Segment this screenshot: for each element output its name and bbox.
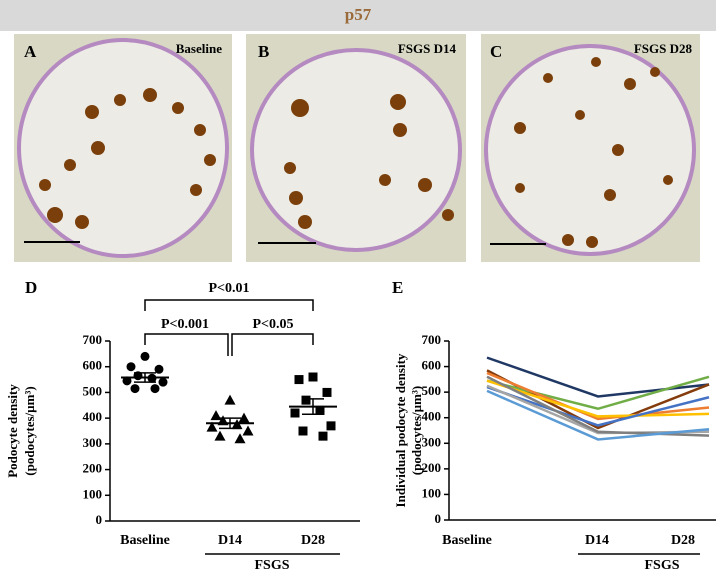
data-point [322,387,332,397]
data-point [214,430,226,441]
y-tick-label: 200 [83,461,103,476]
data-line [486,379,710,418]
panel-letter: C [490,42,502,61]
data-point [158,377,168,387]
data-point [326,421,336,431]
data-point [238,412,250,423]
panel-label: Baseline [176,41,222,56]
y-tick-label: 300 [83,435,103,450]
panel-label: FSGS D14 [398,41,457,56]
x-tick-label: Baseline [120,533,170,548]
data-line [486,375,710,411]
x-tick-label: Baseline [442,533,492,548]
p-value: P<0.01 [208,281,249,296]
data-point [126,362,136,372]
micrograph [246,34,466,262]
panel-letter: B [258,42,269,61]
panel-letter: D [25,278,37,297]
data-point [294,375,304,385]
data-point [210,410,222,421]
header-band [0,0,716,31]
data-point [242,425,254,436]
error-bar [302,398,324,416]
data-point [290,408,300,418]
p-value: P<0.001 [161,317,209,332]
y-tick-label: 500 [83,383,103,398]
data-point [224,394,236,405]
y-tick-label: 300 [422,434,442,449]
y-tick-label: 500 [422,383,442,398]
group-label: FSGS [254,558,289,573]
data-point [234,433,246,444]
y-axis-label: (podocytes/µm³) [409,386,424,475]
data-point [122,376,132,386]
data-line [486,371,710,421]
y-tick-label: 600 [83,358,103,373]
micrograph [481,34,700,262]
group-label: FSGS [644,558,679,573]
data-line [486,375,710,437]
y-tick-label: 100 [83,486,103,501]
data-point [308,372,318,382]
y-axis-label: Podocyte density [5,384,20,478]
x-tick-label: D28 [671,533,695,548]
micrograph [14,34,232,262]
panel-label: FSGS D28 [634,41,693,56]
error-bar [219,417,241,430]
y-tick-label: 0 [435,511,442,526]
header-title: p57 [345,5,372,24]
y-tick-label: 200 [422,460,442,475]
y-tick-label: 400 [422,409,442,424]
data-point [315,405,325,415]
y-tick-label: 700 [422,332,442,347]
data-point [140,351,150,361]
data-point [318,431,328,441]
y-tick-label: 100 [422,485,442,500]
y-axis-label: Individual podocyte density [393,353,408,507]
data-point [150,384,160,394]
x-tick-label: D14 [585,533,609,548]
x-tick-label: D14 [218,533,242,548]
data-line [486,385,710,427]
panel-letter: A [24,42,37,61]
data-line [486,389,710,441]
panel-letter: E [392,278,403,297]
data-point [298,426,308,436]
y-tick-label: 600 [422,358,442,373]
error-bar [134,372,156,383]
x-tick-label: D28 [301,533,325,548]
y-tick-label: 400 [83,409,103,424]
y-tick-label: 700 [83,332,103,347]
data-point [154,364,164,374]
y-tick-label: 0 [96,512,103,527]
p-value: P<0.05 [252,317,293,332]
data-point [206,421,218,432]
data-point [301,395,311,405]
y-axis-label: (podocytes/µm³) [22,386,37,475]
data-point [130,384,140,394]
significance-brackets [144,299,314,356]
